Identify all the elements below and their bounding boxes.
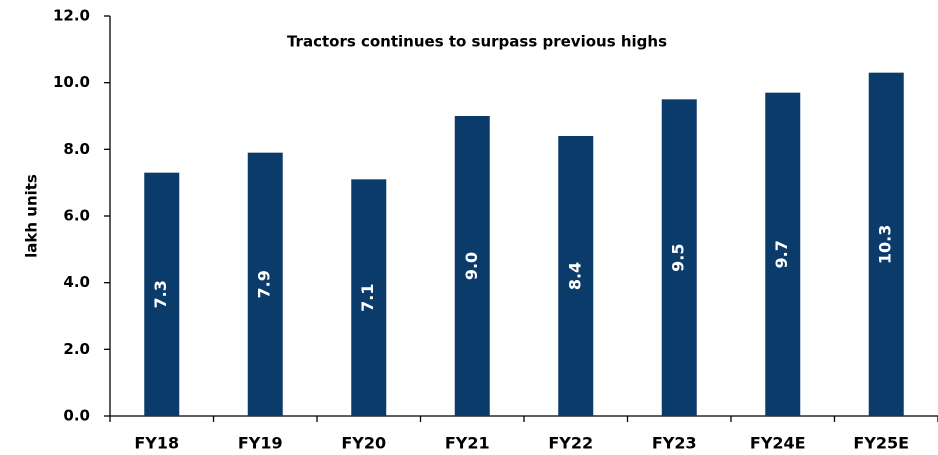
bar	[661, 99, 697, 416]
value-label: 7.3	[151, 280, 170, 308]
bar	[247, 152, 283, 416]
bar	[351, 179, 387, 416]
value-label: 10.3	[876, 225, 895, 264]
value-label: 9.0	[462, 252, 481, 280]
y-axis-label: lakh units	[23, 174, 41, 258]
y-tick-label: 6.0	[63, 207, 90, 225]
x-tick-label: FY19	[238, 434, 283, 453]
x-tick-label: FY22	[548, 434, 593, 453]
value-label: 9.7	[772, 240, 791, 268]
x-tick-label: FY20	[341, 434, 386, 453]
chart-title: Tractors continues to surpass previous h…	[287, 33, 667, 51]
bar	[765, 92, 801, 417]
bar	[868, 72, 904, 417]
x-tick-label: FY18	[134, 434, 179, 453]
x-tick-label: FY23	[652, 434, 697, 453]
y-tick-label: 4.0	[63, 273, 90, 291]
value-label: 8.4	[565, 262, 584, 290]
value-label: 7.1	[358, 283, 377, 311]
y-tick-label: 0.0	[63, 407, 90, 425]
x-tick-label: FY24E	[750, 434, 806, 453]
y-tick-label: 12.0	[53, 7, 90, 25]
y-tick-label: 8.0	[63, 140, 90, 158]
y-tick-label: 10.0	[53, 73, 90, 91]
value-label: 9.5	[669, 243, 688, 271]
x-tick-label: FY25E	[853, 434, 909, 453]
bar	[454, 116, 490, 416]
value-label: 7.9	[255, 270, 274, 298]
bar	[144, 172, 180, 416]
x-tick-label: FY21	[445, 434, 490, 453]
y-tick-label: 2.0	[63, 340, 90, 358]
bar	[558, 136, 594, 416]
